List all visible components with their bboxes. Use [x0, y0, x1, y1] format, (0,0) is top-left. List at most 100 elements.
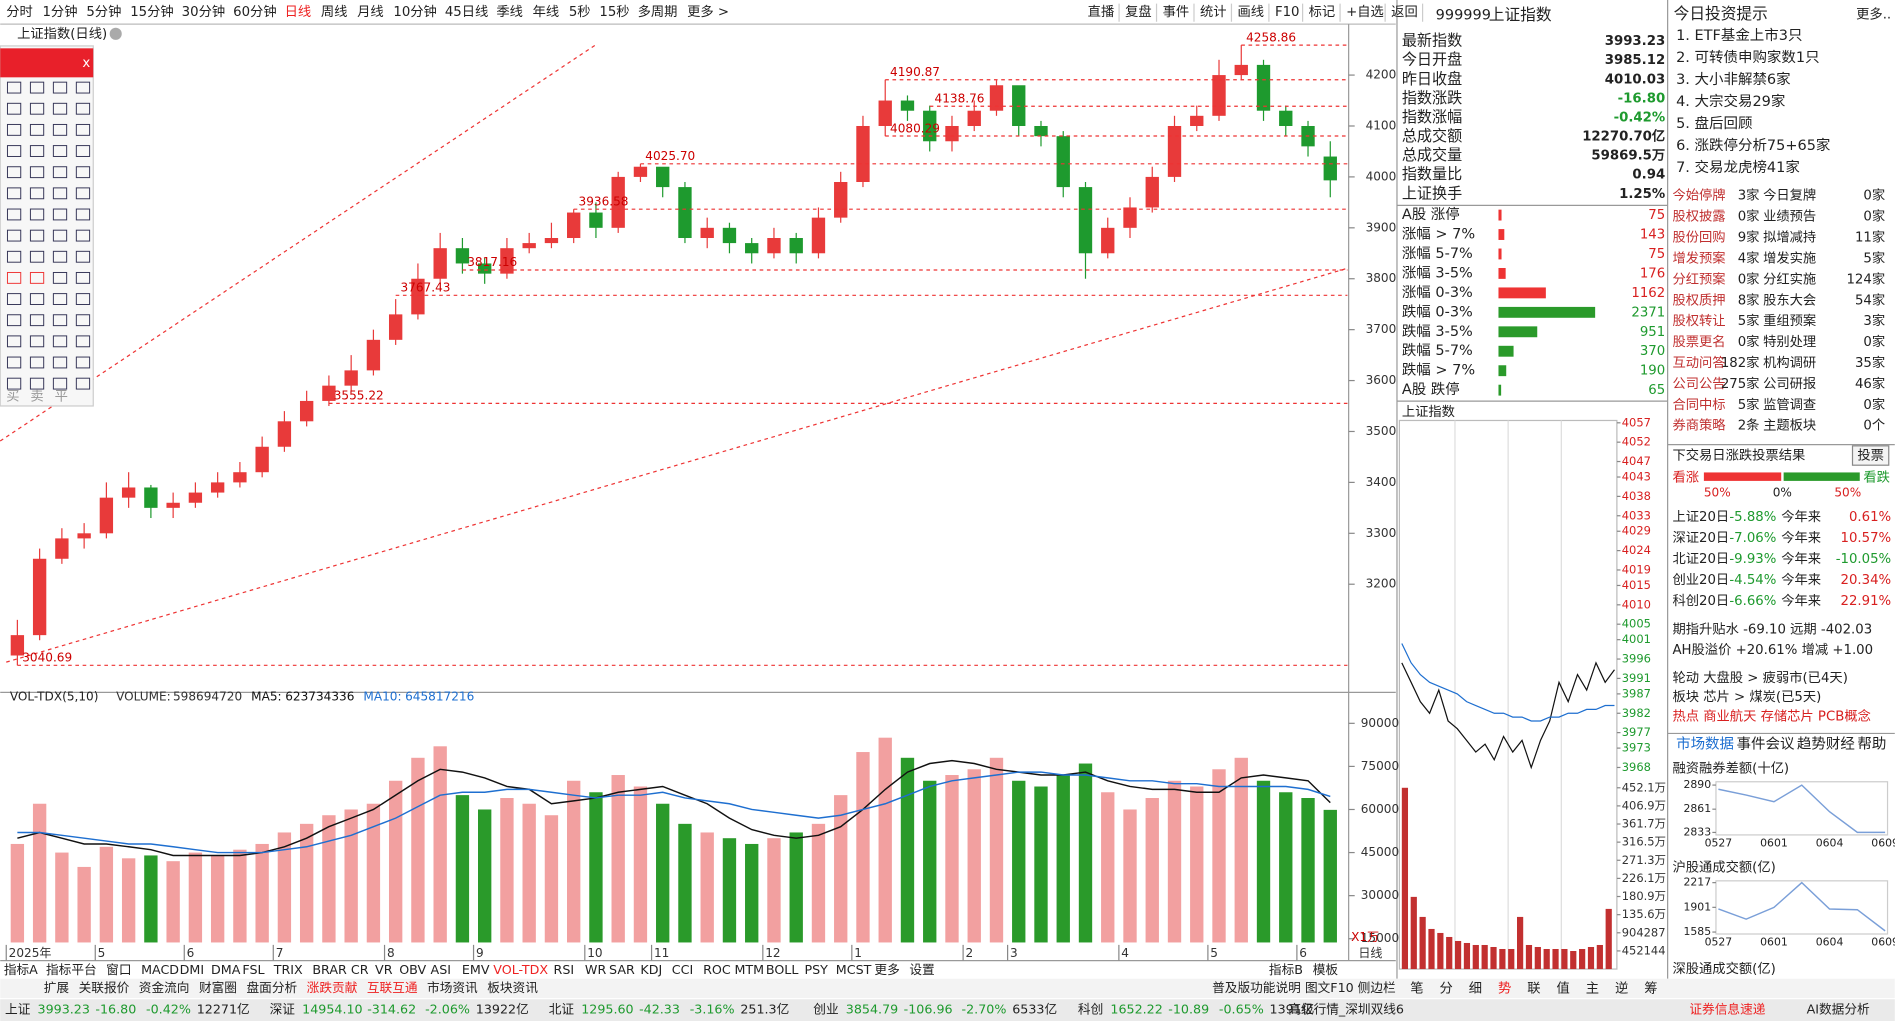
side-tab[interactable]: 市场数据: [1676, 735, 1734, 752]
indicator-tab[interactable]: DMA: [211, 962, 241, 977]
bottom-tab[interactable]: 普及版功能说明: [1212, 980, 1301, 995]
indicator-tab[interactable]: BOLL: [766, 962, 799, 977]
tool-button[interactable]: 画线: [1237, 4, 1264, 20]
tip-item[interactable]: 1. ETF基金上市3只: [1676, 27, 1802, 44]
tool-icon[interactable]: [52, 208, 68, 221]
tool-icon[interactable]: [75, 145, 91, 157]
tool-icon[interactable]: [29, 314, 45, 327]
bottom-tab[interactable]: 盘面分析: [247, 980, 298, 995]
event-label[interactable]: 今日复牌: [1763, 187, 1816, 204]
side-tab[interactable]: 帮助: [1857, 735, 1886, 752]
indicator-tab[interactable]: PSY: [804, 962, 828, 977]
side-tab[interactable]: 事件会议: [1737, 735, 1795, 752]
tool-icon[interactable]: [29, 81, 45, 94]
period-tab[interactable]: 5秒: [569, 4, 591, 20]
status-item[interactable]: AI数据分析: [1807, 1002, 1870, 1017]
indicator-tab[interactable]: 模板: [1313, 962, 1339, 977]
period-tab[interactable]: 日线: [285, 4, 312, 20]
event-label[interactable]: 今始停牌: [1672, 187, 1725, 204]
period-tab[interactable]: 分时: [6, 4, 33, 20]
period-tab[interactable]: 5分钟: [86, 3, 121, 20]
tool-icon[interactable]: [6, 377, 22, 390]
tool-icon[interactable]: [6, 208, 22, 221]
tool-icon[interactable]: [6, 187, 22, 200]
tool-icon[interactable]: [75, 102, 91, 115]
period-tab[interactable]: 周线: [321, 4, 348, 20]
tip-item[interactable]: 5. 盘后回顾: [1676, 114, 1752, 132]
tip-item[interactable]: 2. 可转债申购家数1只: [1676, 49, 1820, 66]
event-label[interactable]: 增发实施: [1763, 250, 1816, 266]
tool-icon[interactable]: [75, 166, 91, 179]
tool-icon[interactable]: [52, 123, 68, 136]
tool-icon[interactable]: [52, 335, 68, 348]
indicator-tab[interactable]: 指标平台: [46, 962, 97, 977]
indicator-tab[interactable]: CR: [351, 962, 369, 977]
panel-tab[interactable]: 笔: [1410, 980, 1423, 996]
tool-icon[interactable]: [75, 250, 91, 263]
tool-icon[interactable]: [52, 187, 68, 200]
period-tab[interactable]: 1分钟: [42, 3, 77, 20]
bottom-tab[interactable]: 涨跌贡献: [307, 980, 358, 995]
indicator-tab[interactable]: ROC: [703, 962, 731, 977]
tool-button[interactable]: 事件: [1163, 4, 1190, 20]
tool-icon[interactable]: [52, 81, 68, 94]
panel-tab[interactable]: 势: [1498, 980, 1511, 996]
bottom-tab[interactable]: 财富圈: [199, 980, 237, 995]
tool-icon[interactable]: [75, 123, 91, 136]
close-icon[interactable]: x: [82, 56, 90, 71]
indicator-tab[interactable]: TRIX: [273, 962, 303, 977]
indicator-tab[interactable]: KDJ: [640, 962, 662, 977]
event-label[interactable]: 公司研报: [1763, 376, 1816, 392]
panel-tab[interactable]: 细: [1469, 980, 1482, 996]
tool-icon[interactable]: [6, 250, 22, 263]
indicator-tab[interactable]: MACD: [141, 962, 179, 977]
tool-icon[interactable]: [75, 377, 91, 390]
status-item[interactable]: 高级行情_深圳双线6: [1288, 1002, 1404, 1017]
tool-icon[interactable]: [52, 271, 68, 284]
indicator-tab[interactable]: RSI: [554, 962, 575, 977]
indicator-tab[interactable]: DMI: [180, 962, 204, 977]
tool-icon[interactable]: [75, 356, 91, 369]
tool-icon[interactable]: [29, 123, 45, 136]
period-tab[interactable]: 45日线: [445, 4, 488, 20]
tool-icon[interactable]: [52, 356, 68, 369]
tool-icon[interactable]: [75, 229, 91, 242]
event-label[interactable]: 拟增减持: [1763, 230, 1816, 246]
event-label[interactable]: 特别处理: [1763, 334, 1816, 350]
indicator-tab[interactable]: ASI: [431, 962, 451, 977]
indicator-tab[interactable]: EMV: [462, 962, 490, 977]
tool-icon[interactable]: [75, 335, 91, 348]
tool-icon[interactable]: [52, 229, 68, 242]
event-label[interactable]: 业绩预告: [1763, 209, 1816, 225]
tool-icon[interactable]: [29, 356, 45, 369]
period-tab[interactable]: 10分钟: [393, 3, 436, 20]
tool-icon[interactable]: [6, 271, 22, 284]
indicator-tab[interactable]: MCST: [836, 962, 872, 977]
panel-tab[interactable]: 联: [1527, 980, 1540, 996]
trade-tool[interactable]: 买: [6, 388, 19, 404]
tool-button[interactable]: 复盘: [1125, 3, 1152, 20]
vote-button[interactable]: 投票: [1857, 448, 1884, 464]
event-label[interactable]: 分红预案: [1672, 271, 1725, 287]
bottom-tab[interactable]: 扩展: [44, 980, 70, 995]
tool-icon[interactable]: [75, 314, 91, 327]
tool-icon[interactable]: [52, 377, 68, 390]
panel-tab[interactable]: 筹: [1644, 979, 1657, 996]
tip-item[interactable]: 3. 大小非解禁6家: [1676, 71, 1791, 88]
tool-icon[interactable]: [52, 102, 68, 115]
tool-icon[interactable]: [6, 229, 22, 242]
event-label[interactable]: 分红实施: [1763, 271, 1816, 287]
indicator-tab[interactable]: SAR: [609, 962, 635, 977]
indicator-tab[interactable]: MTM: [734, 962, 764, 977]
event-label[interactable]: 股票更名: [1672, 334, 1725, 350]
indicator-tab[interactable]: 设置: [909, 962, 934, 977]
tool-icon[interactable]: [6, 102, 22, 115]
event-label[interactable]: 机构调研: [1763, 355, 1816, 371]
event-label[interactable]: 监管调查: [1763, 397, 1816, 413]
tool-icon[interactable]: [29, 335, 45, 348]
tool-icon[interactable]: [75, 81, 91, 94]
bottom-tab[interactable]: 资金流向: [139, 980, 190, 995]
event-label[interactable]: 互动问答: [1672, 354, 1725, 371]
event-label[interactable]: 券商策略: [1672, 417, 1726, 434]
tool-icon[interactable]: [29, 377, 45, 390]
